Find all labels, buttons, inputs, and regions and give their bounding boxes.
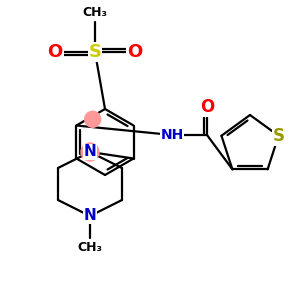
Text: O: O xyxy=(47,43,63,61)
Text: O: O xyxy=(128,43,142,61)
Text: NH: NH xyxy=(160,128,184,142)
Text: S: S xyxy=(88,43,101,61)
Text: CH₃: CH₃ xyxy=(82,6,107,19)
Text: N: N xyxy=(84,145,96,160)
Circle shape xyxy=(85,111,101,127)
Text: O: O xyxy=(200,98,214,116)
Text: CH₃: CH₃ xyxy=(77,241,103,254)
Circle shape xyxy=(81,143,99,161)
Text: S: S xyxy=(272,127,284,145)
Text: N: N xyxy=(84,208,96,224)
